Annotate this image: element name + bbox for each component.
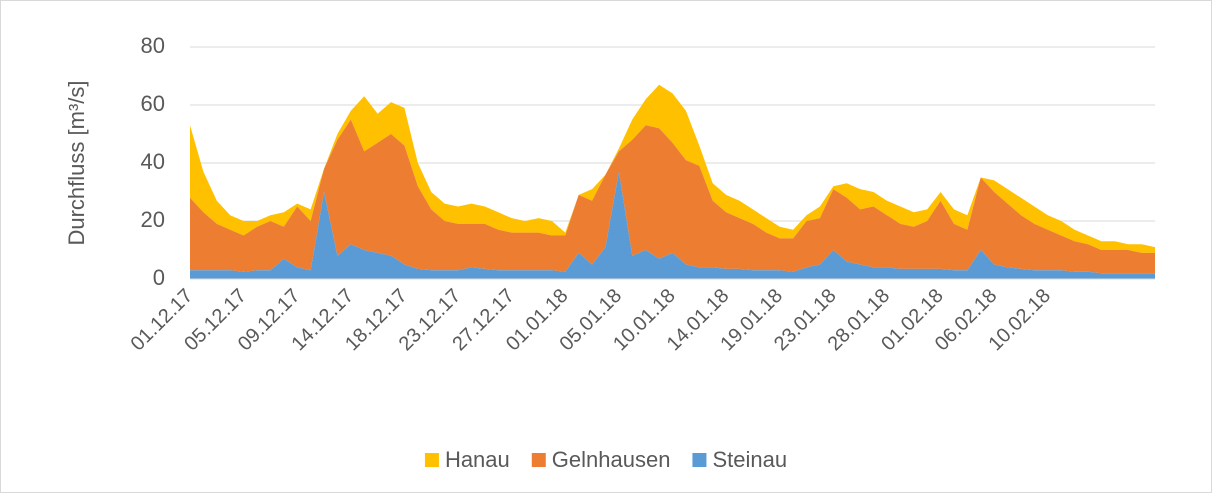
legend-swatch (424, 453, 439, 467)
y-tick-label: 80 (141, 33, 165, 58)
legend-label: Steinau (712, 447, 787, 472)
legend-label: Hanau (445, 447, 510, 472)
legend-label: Gelnhausen (552, 447, 671, 472)
legend-swatch (692, 453, 707, 467)
y-axis-label: Durchfluss [m³/s] (64, 80, 89, 245)
y-tick-label: 20 (141, 207, 165, 232)
area-1 (190, 119, 1155, 274)
y-tick-label: 60 (141, 91, 165, 116)
legend-swatch (531, 453, 546, 467)
area-2 (190, 171, 1155, 279)
area-0 (190, 84, 1155, 253)
y-tick-label: 0 (153, 265, 165, 290)
legend: Hanau Gelnhausen Steinau (424, 447, 787, 472)
y-tick-label: 40 (141, 149, 165, 174)
